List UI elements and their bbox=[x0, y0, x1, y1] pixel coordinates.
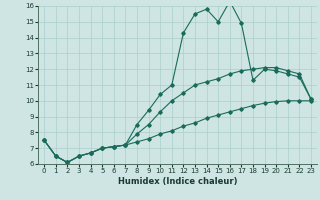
X-axis label: Humidex (Indice chaleur): Humidex (Indice chaleur) bbox=[118, 177, 237, 186]
